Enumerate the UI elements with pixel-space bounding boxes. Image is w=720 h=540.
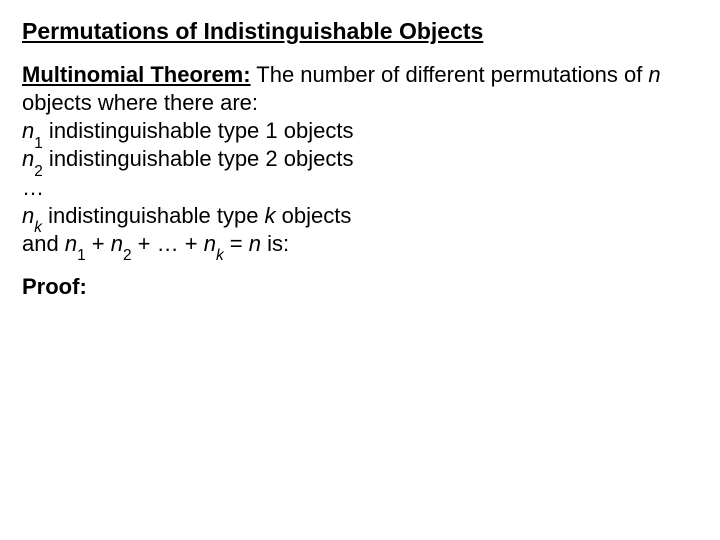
theorem-tail: The number of different permutations of [251, 62, 649, 87]
plus1: + [86, 231, 111, 256]
var-k: k [265, 203, 276, 228]
n: n [249, 231, 261, 256]
theorem-line-ellipsis: … [22, 174, 698, 202]
theorem-line-6: and n1 + n2 + … + nk = n is: [22, 230, 698, 258]
var-nk: n [22, 203, 34, 228]
var-n: n [648, 62, 660, 87]
var-n1: n [22, 118, 34, 143]
slide: Permutations of Indistinguishable Object… [0, 0, 720, 540]
theorem-line-5: nk indistinguishable type k objects [22, 202, 698, 230]
theorem-line-2: n1 indistinguishable type 1 objects [22, 117, 698, 145]
and: and [22, 231, 65, 256]
theorem-line-1: Multinomial Theorem: The number of diffe… [22, 61, 698, 117]
var-n2: n [22, 146, 34, 171]
s2: 2 [123, 247, 132, 264]
nk: n [204, 231, 216, 256]
s1: 1 [77, 247, 86, 264]
line3-rest: indistinguishable type 2 objects [43, 146, 354, 171]
line5-rest-b: objects [276, 203, 352, 228]
line5-rest-a: indistinguishable type [42, 203, 265, 228]
proof-label: Proof: [22, 274, 698, 300]
eq: = [224, 231, 249, 256]
sub-2: 2 [34, 163, 43, 180]
slide-title: Permutations of Indistinguishable Object… [22, 18, 698, 45]
n2: n [111, 231, 123, 256]
slide-body: Multinomial Theorem: The number of diffe… [22, 61, 698, 258]
plus2: + … + [132, 231, 204, 256]
sk: k [216, 247, 224, 264]
is: is: [261, 231, 289, 256]
n1: n [65, 231, 77, 256]
theorem-line-3: n2 indistinguishable type 2 objects [22, 145, 698, 173]
theorem-label: Multinomial Theorem: [22, 62, 251, 87]
line2-rest: indistinguishable type 1 objects [43, 118, 354, 143]
sub-k: k [34, 219, 42, 236]
line1-rest: objects where there are: [22, 90, 258, 115]
sub-1: 1 [34, 135, 43, 152]
